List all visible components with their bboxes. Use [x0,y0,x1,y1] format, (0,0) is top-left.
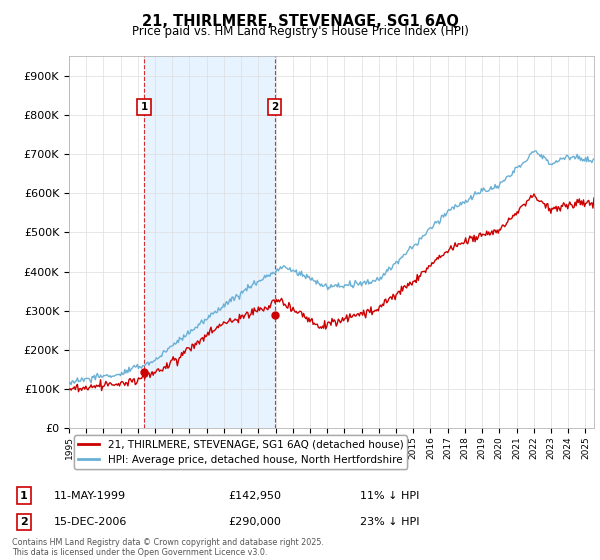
Text: 2: 2 [271,102,278,112]
Text: 11-MAY-1999: 11-MAY-1999 [54,491,126,501]
Text: 1: 1 [140,102,148,112]
Text: Price paid vs. HM Land Registry's House Price Index (HPI): Price paid vs. HM Land Registry's House … [131,25,469,38]
Text: £142,950: £142,950 [228,491,281,501]
Text: 1: 1 [20,491,28,501]
Text: Contains HM Land Registry data © Crown copyright and database right 2025.
This d: Contains HM Land Registry data © Crown c… [12,538,324,557]
Bar [144,56,275,428]
Text: 11% ↓ HPI: 11% ↓ HPI [360,491,419,501]
Text: 21, THIRLMERE, STEVENAGE, SG1 6AQ: 21, THIRLMERE, STEVENAGE, SG1 6AQ [142,14,458,29]
Text: 15-DEC-2006: 15-DEC-2006 [54,517,127,527]
Text: 23% ↓ HPI: 23% ↓ HPI [360,517,419,527]
Text: £290,000: £290,000 [228,517,281,527]
Text: 2: 2 [20,517,28,527]
Legend: 21, THIRLMERE, STEVENAGE, SG1 6AQ (detached house), HPI: Average price, detached: 21, THIRLMERE, STEVENAGE, SG1 6AQ (detac… [74,436,407,469]
